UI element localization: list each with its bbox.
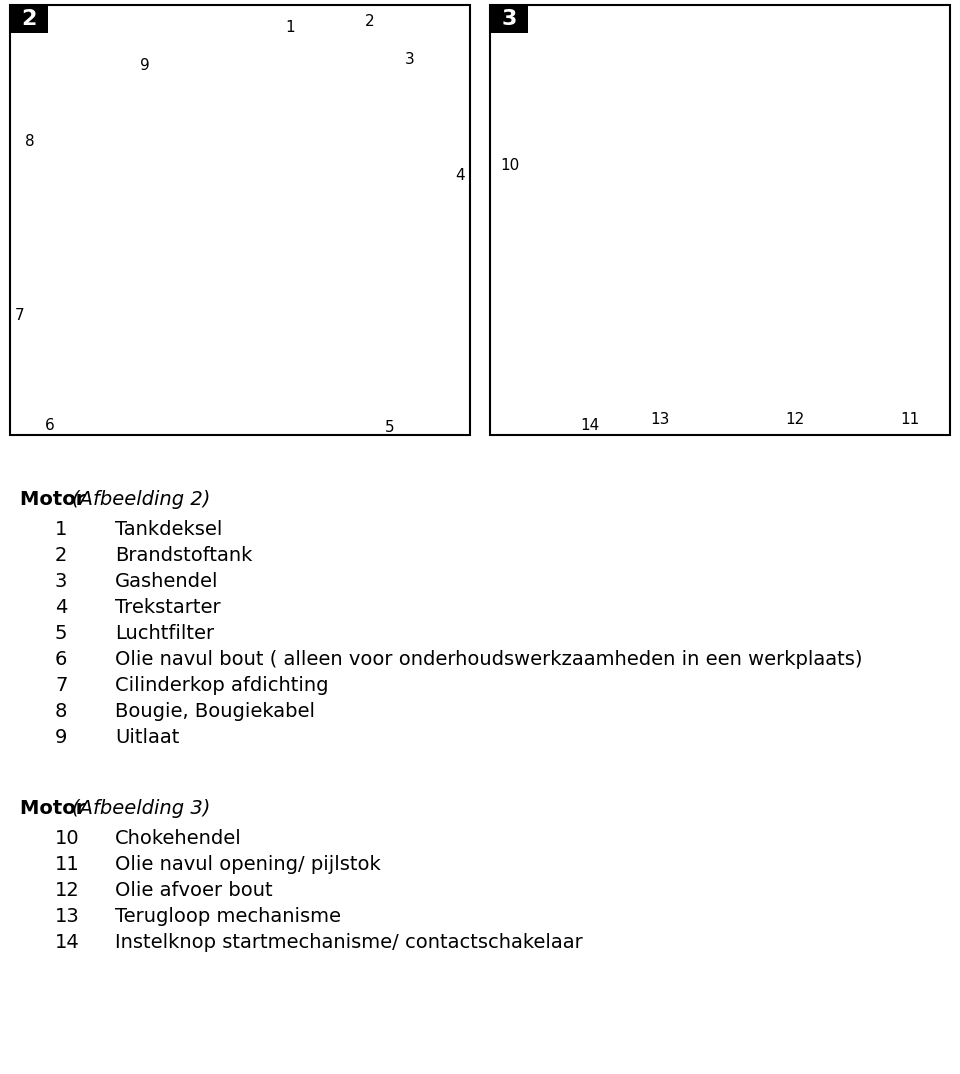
Text: 13: 13 — [650, 412, 670, 427]
Text: 3: 3 — [501, 9, 516, 29]
Text: Gashendel: Gashendel — [115, 572, 219, 591]
Text: (Afbeelding 2): (Afbeelding 2) — [72, 490, 210, 509]
Text: 1: 1 — [285, 20, 295, 35]
Text: Motor: Motor — [20, 490, 92, 509]
Text: 2: 2 — [365, 15, 374, 29]
Bar — [10, 5, 48, 33]
Text: Olie navul opening/ pijlstok: Olie navul opening/ pijlstok — [115, 855, 381, 874]
Text: 8: 8 — [25, 134, 35, 149]
Text: 1: 1 — [55, 520, 67, 539]
Text: 10: 10 — [500, 158, 519, 173]
Text: 11: 11 — [55, 855, 80, 874]
Text: Olie afvoer bout: Olie afvoer bout — [115, 881, 273, 900]
Text: Cilinderkop afdichting: Cilinderkop afdichting — [115, 676, 328, 695]
Text: 14: 14 — [55, 933, 80, 952]
Text: 8: 8 — [55, 702, 67, 721]
Text: Luchtfilter: Luchtfilter — [115, 624, 214, 643]
Text: 12: 12 — [55, 881, 80, 900]
Text: 13: 13 — [55, 908, 80, 926]
Text: Brandstoftank: Brandstoftank — [115, 546, 252, 565]
Text: Trekstarter: Trekstarter — [115, 598, 221, 616]
Text: 12: 12 — [785, 412, 804, 427]
Text: 5: 5 — [55, 624, 67, 643]
Text: 5: 5 — [385, 421, 395, 435]
Text: 14: 14 — [581, 418, 600, 433]
Text: 7: 7 — [55, 676, 67, 695]
Text: Bougie, Bougiekabel: Bougie, Bougiekabel — [115, 702, 315, 721]
Bar — [490, 5, 528, 33]
Text: Tankdeksel: Tankdeksel — [115, 520, 223, 539]
Text: Chokehendel: Chokehendel — [115, 829, 242, 848]
Text: 11: 11 — [900, 412, 920, 427]
Text: 6: 6 — [55, 650, 67, 669]
Text: 6: 6 — [45, 418, 55, 433]
Text: Terugloop mechanisme: Terugloop mechanisme — [115, 908, 341, 926]
Text: Instelknop startmechanisme/ contactschakelaar: Instelknop startmechanisme/ contactschak… — [115, 933, 583, 952]
Bar — [10, 5, 470, 435]
Text: 7: 7 — [15, 307, 25, 322]
Text: 3: 3 — [405, 53, 415, 68]
Text: 3: 3 — [55, 572, 67, 591]
Text: 2: 2 — [21, 9, 36, 29]
Text: 9: 9 — [55, 728, 67, 748]
Text: 10: 10 — [55, 829, 80, 848]
Text: (Afbeelding 3): (Afbeelding 3) — [72, 799, 210, 818]
Text: 4: 4 — [455, 168, 465, 183]
Text: 2: 2 — [55, 546, 67, 565]
Bar — [490, 5, 950, 435]
Text: Uitlaat: Uitlaat — [115, 728, 180, 748]
Text: 9: 9 — [140, 58, 150, 73]
Text: Motor: Motor — [20, 799, 92, 818]
Text: Olie navul bout ( alleen voor onderhoudswerkzaamheden in een werkplaats): Olie navul bout ( alleen voor onderhouds… — [115, 650, 862, 669]
Text: 4: 4 — [55, 598, 67, 616]
